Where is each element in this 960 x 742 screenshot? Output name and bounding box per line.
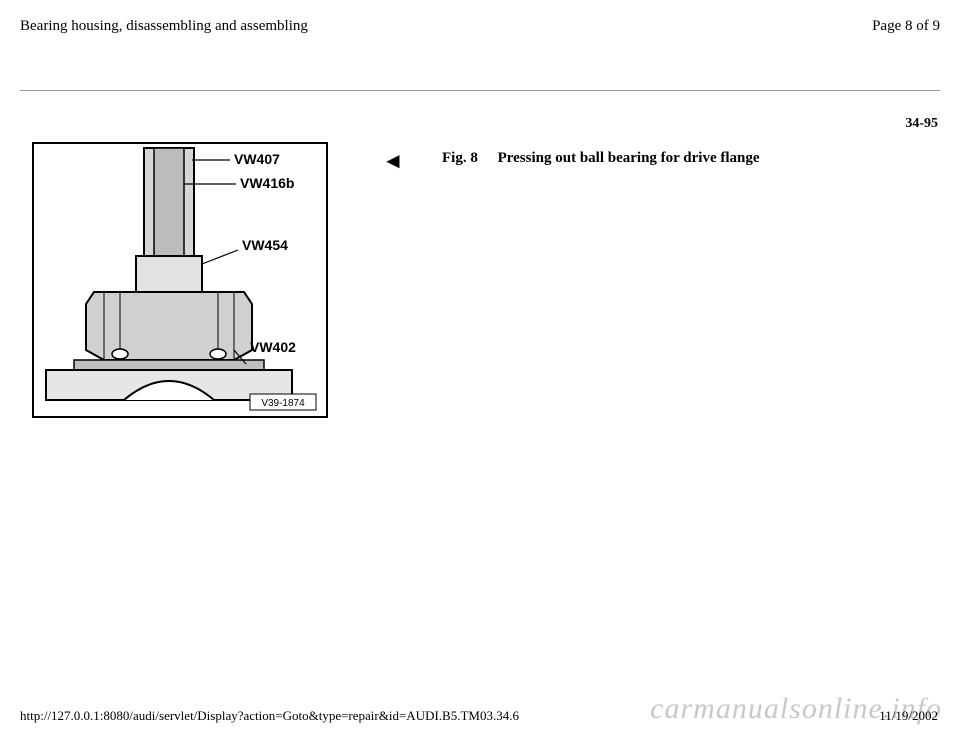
callout-vw402: VW402 bbox=[250, 339, 296, 355]
header-bar: Bearing housing, disassembling and assem… bbox=[20, 18, 940, 40]
page-number: Page 8 of 9 bbox=[872, 18, 940, 35]
section-number: 34-95 bbox=[905, 116, 938, 132]
callout-vw407: VW407 bbox=[234, 151, 280, 167]
figure-label: Fig. 8 bbox=[442, 150, 478, 167]
figure-caption: Fig. 8 Pressing out ball bearing for dri… bbox=[442, 150, 760, 167]
diagram-svg: VW407 VW416b VW454 VW402 V39-1874 bbox=[34, 144, 326, 416]
document-title: Bearing housing, disassembling and assem… bbox=[20, 18, 308, 35]
footer-url: http://127.0.0.1:8080/audi/servlet/Displ… bbox=[20, 708, 519, 724]
horizontal-rule bbox=[20, 90, 940, 91]
pointer-arrow-icon: ◄ bbox=[382, 148, 404, 174]
footer-date: 11/19/2002 bbox=[879, 708, 938, 724]
page: Bearing housing, disassembling and assem… bbox=[0, 0, 960, 742]
figure-illustration: VW407 VW416b VW454 VW402 V39-1874 bbox=[32, 142, 328, 418]
callout-vw454: VW454 bbox=[242, 237, 288, 253]
callout-vw416b: VW416b bbox=[240, 175, 294, 191]
figure-caption-text: Pressing out ball bearing for drive flan… bbox=[498, 150, 760, 166]
figure-reference: V39-1874 bbox=[261, 398, 305, 409]
